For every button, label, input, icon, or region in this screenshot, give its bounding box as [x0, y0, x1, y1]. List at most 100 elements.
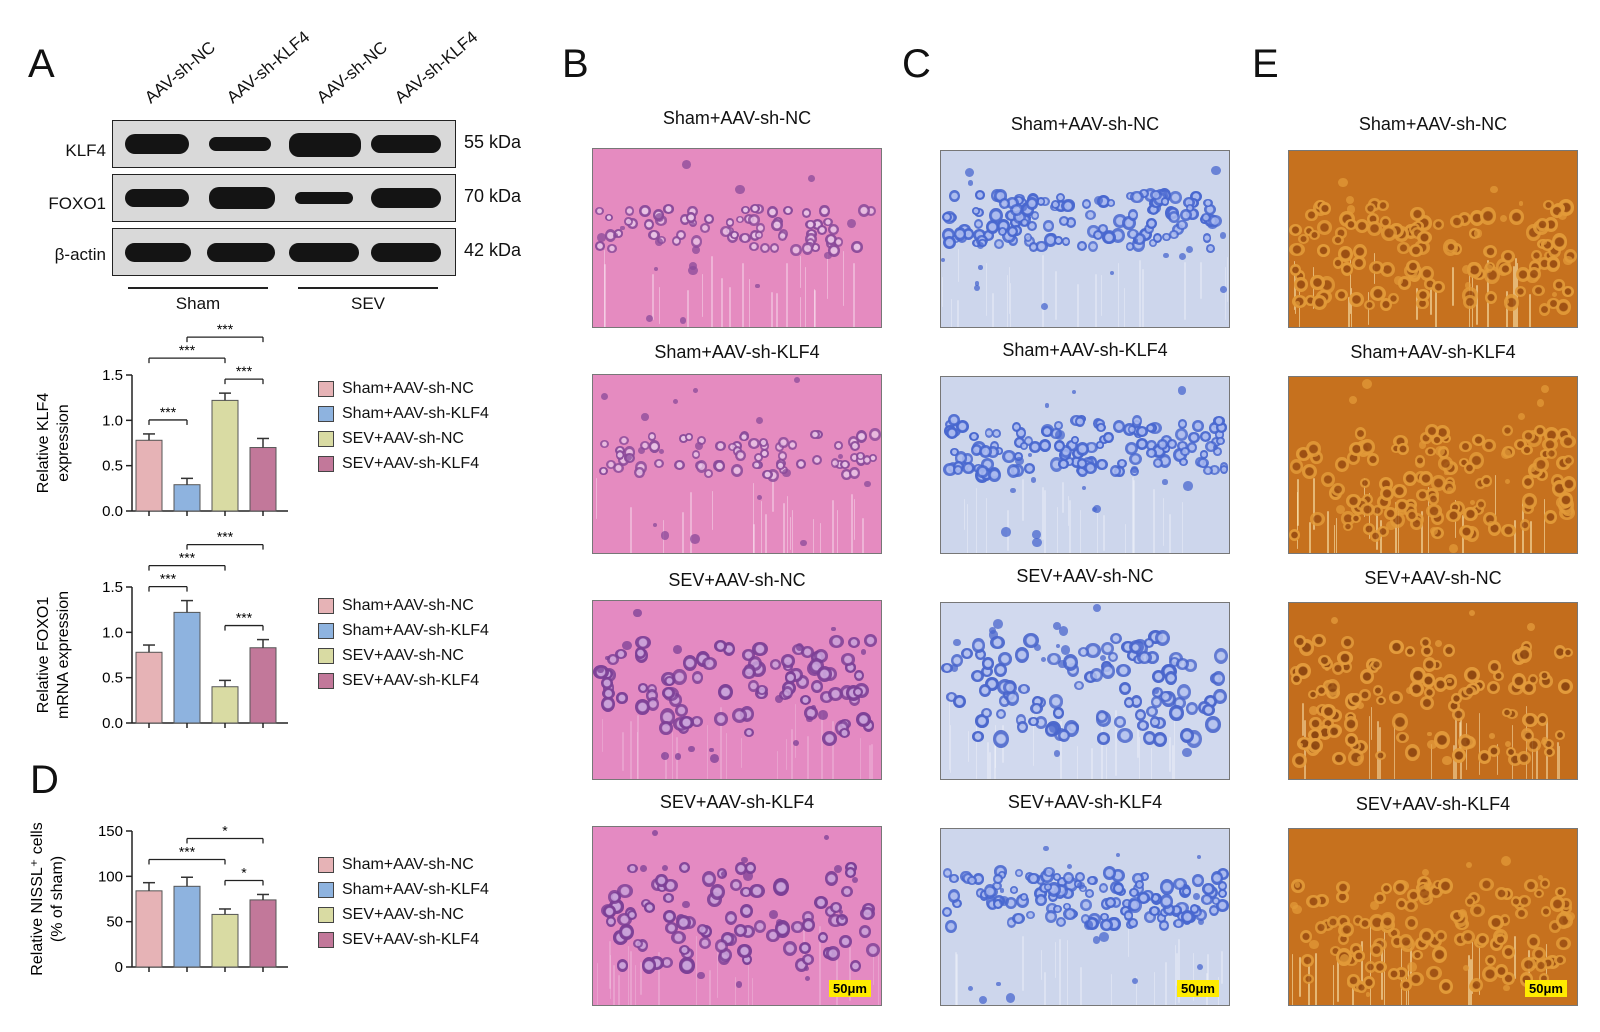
- cell-body: [1092, 936, 1101, 944]
- cell-body: [1352, 915, 1364, 927]
- cell-body: [1421, 869, 1429, 877]
- cell-body: [717, 684, 733, 701]
- cell-body: [1344, 732, 1358, 748]
- lane-label: AAV-sh-NC: [313, 37, 391, 108]
- cell-body: [1085, 643, 1101, 659]
- cell-body: [1329, 945, 1342, 957]
- cell-body: [1130, 190, 1144, 204]
- cell-body: [1131, 466, 1138, 473]
- cell-body: [845, 861, 857, 874]
- cell-body: [971, 731, 985, 742]
- cell-body: [1077, 241, 1087, 252]
- group-label-sham: Sham: [175, 294, 221, 313]
- cell-body: [1316, 219, 1332, 235]
- tissue-texture: [967, 731, 970, 762]
- cell-body: [1369, 942, 1383, 958]
- cell-body: [1041, 302, 1049, 310]
- cell-body: [1001, 450, 1016, 464]
- cell-body: [849, 453, 859, 462]
- cell-body: [1043, 866, 1056, 878]
- cell-body: [941, 907, 952, 918]
- cell-body: [775, 461, 786, 471]
- cell-body: [1113, 716, 1126, 728]
- cell-body: [1364, 202, 1376, 215]
- cell-body: [696, 923, 709, 936]
- cell-body: [1185, 701, 1199, 715]
- cell-body: [816, 666, 833, 682]
- he-image-sev-klf4: 50μm: [592, 826, 882, 1006]
- cell-body: [1213, 647, 1229, 665]
- cell-body: [851, 876, 858, 884]
- cell-body: [1121, 898, 1132, 909]
- cell-body: [620, 225, 625, 231]
- cell-body: [1215, 421, 1228, 433]
- cell-body: [619, 923, 634, 941]
- cell-body: [1322, 717, 1335, 729]
- cell-body: [981, 707, 993, 719]
- tissue-texture: [1176, 953, 1178, 986]
- cell-body: [941, 663, 953, 673]
- cell-body: [1393, 275, 1403, 285]
- cell-body: [755, 684, 769, 696]
- cell-body: [1099, 883, 1109, 894]
- cell-body: [1107, 199, 1116, 207]
- cell-body: [1107, 651, 1118, 663]
- cell-body: [816, 224, 828, 235]
- cell-body: [690, 534, 701, 544]
- cell-body: [693, 388, 698, 394]
- cell-body: [1501, 856, 1512, 867]
- cell-body: [1399, 934, 1414, 949]
- cell-body: [1461, 264, 1472, 274]
- tissue-texture: [1226, 257, 1229, 302]
- tissue-texture: [1124, 524, 1127, 553]
- cell-body: [1425, 424, 1439, 439]
- tissue-texture: [966, 504, 969, 553]
- tissue-texture: [1291, 954, 1294, 1005]
- cell-body: [1529, 464, 1537, 472]
- cell-body: [1298, 742, 1304, 748]
- cell-body: [825, 905, 837, 918]
- cell-body: [1308, 689, 1319, 699]
- tissue-texture: [821, 711, 823, 779]
- tissue-texture: [1162, 498, 1165, 546]
- cell-body: [1459, 525, 1475, 539]
- tissue-texture: [603, 250, 606, 327]
- cell-body: [1464, 667, 1480, 684]
- tissue-texture: [1115, 710, 1117, 777]
- tissue-texture: [1056, 507, 1059, 553]
- tissue-texture: [1430, 743, 1433, 779]
- cell-body: [1203, 198, 1214, 208]
- cell-body: [1539, 448, 1552, 459]
- cell-body: [855, 451, 865, 460]
- tissue-texture: [752, 483, 755, 553]
- cell-body: [960, 647, 973, 660]
- cell-body: [1173, 918, 1184, 928]
- cell-body: [1381, 224, 1397, 242]
- cell-body: [1077, 465, 1089, 478]
- cell-body: [829, 635, 844, 649]
- tissue-texture: [1105, 747, 1108, 779]
- cell-body: [1403, 470, 1417, 486]
- cell-body: [1405, 645, 1416, 657]
- cell-body: [772, 878, 789, 896]
- cell-body: [1354, 427, 1367, 440]
- cell-body: [675, 704, 688, 717]
- cell-body: [1331, 661, 1345, 675]
- cell-body: [834, 237, 844, 247]
- cell-body: [672, 668, 688, 686]
- cell-body: [1561, 285, 1574, 298]
- cell-body: [1083, 920, 1094, 930]
- cell-body: [1289, 223, 1303, 236]
- cell-body: [1409, 681, 1425, 697]
- cell-body: [1462, 506, 1478, 521]
- tissue-texture: [1123, 288, 1126, 327]
- cell-body: [1334, 227, 1348, 239]
- silver-image-sev-klf4: 50μm: [1288, 828, 1578, 1006]
- cell-body: [802, 910, 814, 923]
- tissue-texture: [853, 499, 856, 540]
- cell-body: [633, 938, 644, 948]
- cell-body: [1139, 872, 1149, 881]
- cell-body: [624, 206, 634, 216]
- tissue-texture: [1296, 491, 1299, 549]
- cell-body: [1519, 518, 1531, 531]
